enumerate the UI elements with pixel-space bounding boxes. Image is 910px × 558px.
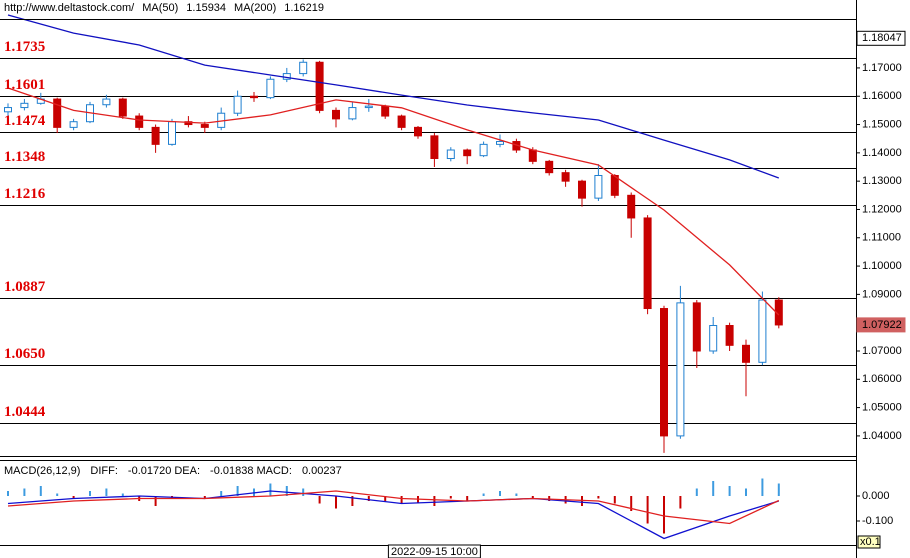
y-tick-label: 1.14000 <box>862 147 902 159</box>
candle-body <box>69 121 78 128</box>
labels-layer: 1.1735 1.1601 1.1474 1.1348 1.1216 1.0887 1.06… <box>4 2 906 558</box>
y-tick-label: 1.09000 <box>862 288 902 300</box>
candle-body <box>266 78 275 99</box>
y-tick-label: 1.16000 <box>862 90 902 102</box>
candle-body <box>774 299 783 326</box>
legend-text: http://www.deltastock.com/ <box>4 2 135 14</box>
y-tick-label: 1.10000 <box>862 260 902 272</box>
candle-body <box>250 95 258 99</box>
macd-line <box>7 490 780 525</box>
y-tick-label: 1.05000 <box>862 402 902 414</box>
level-label: 1.1735 <box>4 39 45 55</box>
price-label: 1.18047 <box>862 32 902 44</box>
candle-body <box>381 105 390 117</box>
legend-text: -0.01720 <box>128 465 171 477</box>
price-label: 1.07922 <box>862 319 902 331</box>
candle-body <box>578 180 586 199</box>
candle-body <box>528 149 537 162</box>
candle-body <box>545 160 554 174</box>
candle-body <box>725 325 734 346</box>
x-tick-label: 2022-09-15 10:00 <box>391 546 478 558</box>
candle-body <box>102 98 111 106</box>
candle-body <box>397 115 406 128</box>
marks-layer <box>4 14 783 540</box>
x-label-box <box>387 544 481 558</box>
legend-text: MACD: <box>256 465 291 477</box>
candle-body <box>479 143 488 157</box>
grid-layer: 1.040001.050001.060001.070001.080001.090… <box>0 34 902 527</box>
legend-text: -0.01838 <box>210 465 253 477</box>
candle-body <box>364 105 373 109</box>
level-label: 1.0887 <box>4 279 46 295</box>
scale-label: x0.1 <box>860 536 881 548</box>
candle-body <box>561 172 570 182</box>
candle-body <box>168 121 176 145</box>
candle-body <box>594 174 603 199</box>
y-tick-label: 1.12000 <box>862 203 902 215</box>
legend-text: DIFF: <box>90 465 118 477</box>
legend-text: 0.00237 <box>302 465 342 477</box>
candle-body <box>463 149 472 157</box>
candle-body <box>758 299 767 363</box>
level-label: 1.1348 <box>4 149 45 165</box>
level-label: 1.0444 <box>4 404 46 420</box>
candle-body <box>151 126 160 145</box>
candle-body <box>414 126 422 137</box>
candle-body <box>496 141 504 145</box>
price-box <box>856 30 906 46</box>
candle-body <box>676 302 685 437</box>
legend-text: MACD(26,12,9) <box>4 465 80 477</box>
legend-text: 1.15934 <box>186 2 226 14</box>
macd-line <box>7 490 779 540</box>
candle-body <box>20 102 29 109</box>
candle-body <box>135 115 144 128</box>
candle-body <box>430 135 439 160</box>
y-tick-label: -0.100 <box>862 515 893 527</box>
candle-body <box>446 149 455 160</box>
candle-body <box>200 124 209 128</box>
y-tick-label: 1.13000 <box>862 175 902 187</box>
ma-line <box>7 87 780 316</box>
candle-body <box>742 344 750 363</box>
y-tick-label: 1.17000 <box>862 62 902 74</box>
y-tick-label: 0.000 <box>862 490 890 502</box>
candle-body <box>4 107 12 113</box>
legend-text: MA(200) <box>234 2 276 14</box>
legend-text: MA(50) <box>142 2 178 14</box>
level-label: 1.1474 <box>4 113 46 129</box>
candle-body <box>348 107 357 120</box>
scale-box <box>857 535 881 549</box>
legend-text: 1.16219 <box>284 2 324 14</box>
candle-body <box>627 194 636 219</box>
candle-body <box>692 302 701 352</box>
y-tick-label: 1.11000 <box>862 232 901 244</box>
y-tick-label: 1.15000 <box>862 118 902 130</box>
candle-body <box>299 61 308 75</box>
y-tick-label: 1.07000 <box>862 345 902 357</box>
candle-body <box>118 98 127 117</box>
price-box <box>856 317 906 333</box>
level-label: 1.1216 <box>4 186 46 202</box>
legend-text: DEA: <box>174 465 200 477</box>
y-tick-label: 1.04000 <box>862 430 902 442</box>
candle-body <box>660 308 668 437</box>
ma-line <box>7 14 780 179</box>
candle-body <box>315 61 324 111</box>
candle-body <box>53 98 62 128</box>
y-tick-label: 1.06000 <box>862 373 902 385</box>
level-label: 1.1601 <box>4 77 45 93</box>
candle-body <box>332 109 340 120</box>
candle-body <box>709 325 718 352</box>
candle-body <box>233 95 242 114</box>
candle-body <box>643 217 652 310</box>
level-label: 1.0650 <box>4 346 45 362</box>
